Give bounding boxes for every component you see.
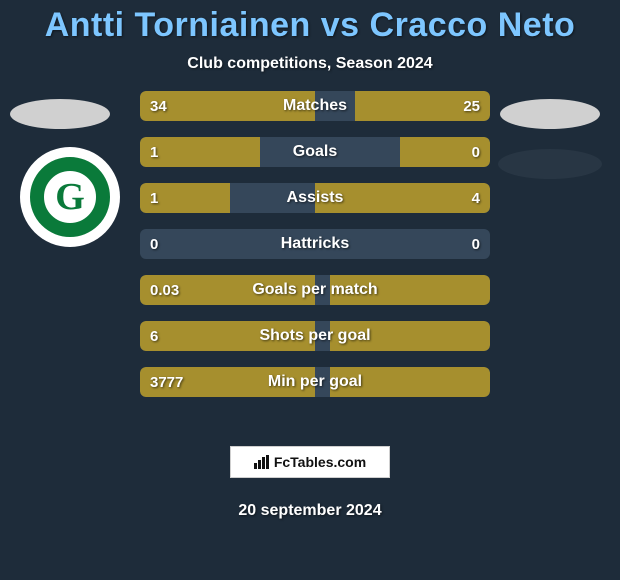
bar-chart-icon (254, 455, 270, 469)
club-badge-letter: G (55, 178, 85, 216)
stat-row: 14Assists (140, 183, 490, 213)
player-left-logo-placeholder (10, 99, 110, 129)
stat-rows: 3425Matches 10Goals 14Assists 00Hattricks 0.… (140, 91, 490, 413)
stat-row: 6Shots per goal (140, 321, 490, 351)
stat-label: Goals per match (140, 275, 490, 305)
stat-label: Shots per goal (140, 321, 490, 351)
stat-label: Matches (140, 91, 490, 121)
stat-row: 00Hattricks (140, 229, 490, 259)
stat-row: 0.03Goals per match (140, 275, 490, 305)
page-subtitle: Club competitions, Season 2024 (0, 55, 620, 73)
date-text: 20 september 2024 (0, 502, 620, 520)
stat-row: 3777Min per goal (140, 367, 490, 397)
club-badge: G (20, 147, 120, 247)
footer-brand-text: FcTables.com (274, 454, 366, 470)
player-right-logo-shadow (498, 149, 602, 179)
footer-brand-pill: FcTables.com (230, 446, 390, 478)
club-badge-ring: G (30, 157, 110, 237)
stat-label: Min per goal (140, 367, 490, 397)
page-title: Antti Torniainen vs Cracco Neto (0, 0, 620, 45)
stat-label: Hattricks (140, 229, 490, 259)
comparison-arena: G 3425Matches10Goals14Assists00Hattricks… (0, 99, 620, 459)
stat-row: 3425Matches (140, 91, 490, 121)
stat-label: Assists (140, 183, 490, 213)
player-right-logo-placeholder (500, 99, 600, 129)
stat-row: 10Goals (140, 137, 490, 167)
stat-label: Goals (140, 137, 490, 167)
